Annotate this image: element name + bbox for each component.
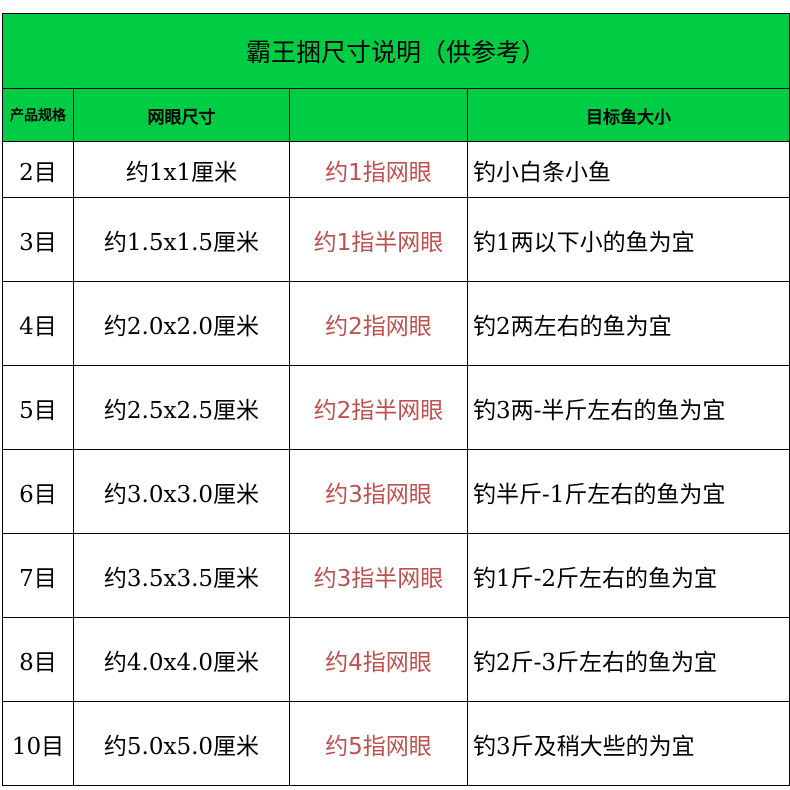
- finger-size-cell: 约1指半网眼: [289, 197, 468, 282]
- finger-size-cell: 约4指网眼: [289, 617, 468, 702]
- mesh-size-cell: 约1x1厘米: [73, 141, 290, 198]
- target-fish-cell: 钓小白条小鱼: [466, 141, 790, 198]
- spec-cell: 5目: [2, 365, 74, 450]
- table-row: 3目 约1.5x1.5厘米 约1指半网眼 钓1两以下小的鱼为宜: [2, 197, 790, 282]
- mesh-size-cell: 约4.0x4.0厘米: [73, 617, 290, 702]
- mesh-size-cell: 约2.5x2.5厘米: [73, 365, 290, 450]
- finger-size-cell: 约5指网眼: [289, 701, 468, 786]
- table-row: 4目 约2.0x2.0厘米 约2指网眼 钓2两左右的鱼为宜: [2, 281, 790, 366]
- table-row: 6目 约3.0x3.0厘米 约3指网眼 钓半斤-1斤左右的鱼为宜: [2, 449, 790, 534]
- finger-size-cell: 约2指半网眼: [289, 365, 468, 450]
- mesh-size-cell: 约2.0x2.0厘米: [73, 281, 290, 366]
- spec-cell: 10目: [2, 701, 74, 786]
- spec-cell: 7目: [2, 533, 74, 618]
- spec-cell: 2目: [2, 141, 74, 198]
- finger-size-cell: 约1指网眼: [289, 141, 468, 198]
- spec-cell: 8目: [2, 617, 74, 702]
- table-row: 2目 约1x1厘米 约1指网眼 钓小白条小鱼: [2, 141, 790, 198]
- target-fish-cell: 钓3两-半斤左右的鱼为宜: [466, 365, 790, 450]
- header-fish: 目标鱼大小: [466, 88, 790, 142]
- target-fish-cell: 钓2两左右的鱼为宜: [466, 281, 790, 366]
- title-row: 霸王捆尺寸说明（供参考）: [1, 13, 790, 89]
- finger-size-cell: 约2指网眼: [289, 281, 468, 366]
- finger-size-cell: 约3指半网眼: [289, 533, 468, 618]
- mesh-size-cell: 约1.5x1.5厘米: [73, 197, 290, 282]
- mesh-size-cell: 约5.0x5.0厘米: [73, 701, 290, 786]
- mesh-size-cell: 约3.5x3.5厘米: [73, 533, 290, 618]
- table-row: 8目 约4.0x4.0厘米 约4指网眼 钓2斤-3斤左右的鱼为宜: [2, 617, 790, 702]
- target-fish-cell: 钓1两以下小的鱼为宜: [466, 197, 790, 282]
- target-fish-cell: 钓半斤-1斤左右的鱼为宜: [466, 449, 790, 534]
- target-fish-cell: 钓2斤-3斤左右的鱼为宜: [466, 617, 790, 702]
- header-empty: [289, 88, 468, 142]
- header-row: 产品规格 网眼尺寸 目标鱼大小: [2, 88, 790, 142]
- target-fish-cell: 钓3斤及稍大些的为宜: [466, 701, 790, 786]
- table-row: 10目 约5.0x5.0厘米 约5指网眼 钓3斤及稍大些的为宜: [2, 701, 790, 786]
- table-row: 5目 约2.5x2.5厘米 约2指半网眼 钓3两-半斤左右的鱼为宜: [2, 365, 790, 450]
- target-fish-cell: 钓1斤-2斤左右的鱼为宜: [466, 533, 790, 618]
- finger-size-cell: 约3指网眼: [289, 449, 468, 534]
- spec-cell: 3目: [2, 197, 74, 282]
- size-table: 霸王捆尺寸说明（供参考） 产品规格 网眼尺寸 目标鱼大小 2目 约1x1厘米 约1指…: [1, 13, 790, 786]
- spec-cell: 6目: [2, 449, 74, 534]
- header-spec: 产品规格: [2, 88, 74, 142]
- table-row: 7目 约3.5x3.5厘米 约3指半网眼 钓1斤-2斤左右的鱼为宜: [2, 533, 790, 618]
- header-mesh: 网眼尺寸: [73, 88, 290, 142]
- spec-cell: 4目: [2, 281, 74, 366]
- mesh-size-cell: 约3.0x3.0厘米: [73, 449, 290, 534]
- table-title: 霸王捆尺寸说明（供参考）: [1, 13, 790, 89]
